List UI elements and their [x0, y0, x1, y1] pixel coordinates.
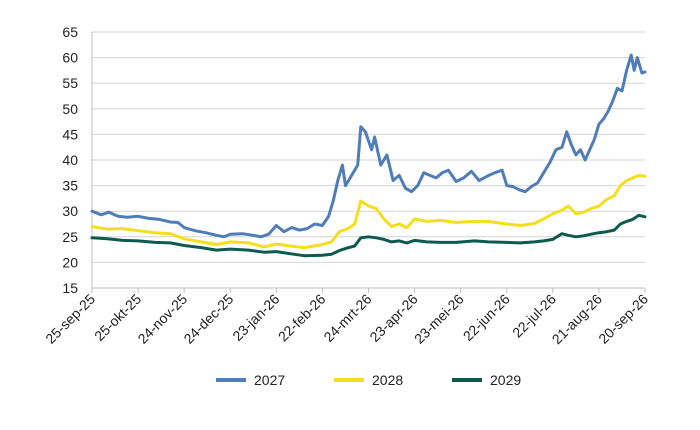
y-tick-label: 50	[62, 101, 78, 117]
x-tick-label: 20-sep-26	[595, 291, 651, 347]
series-line-2029	[90, 213, 647, 258]
legend-label: 2028	[372, 372, 403, 388]
x-tick-label: 23-jan-26	[229, 291, 282, 344]
y-tick-label: 20	[62, 254, 78, 270]
x-tick-label: 22-feb-26	[275, 291, 329, 345]
series-line-2027	[90, 53, 647, 239]
x-tick-label: 22-jun-26	[460, 291, 513, 344]
y-tick-label: 65	[62, 24, 78, 40]
y-axis-tick-labels: 15 20 25 30 35 40 45 50 55 60 65	[62, 24, 78, 296]
legend-item-2027: 2027	[216, 372, 285, 388]
series-line-2028	[90, 173, 647, 250]
legend-label: 2029	[490, 372, 521, 388]
legend: 2027 2028 2029	[216, 372, 521, 388]
y-tick-label: 40	[62, 152, 78, 168]
x-axis-tick-labels: 25-sep-2525-okt-2524-nov-2524-dec-2523-j…	[42, 291, 651, 348]
x-tick-label: 24-dec-25	[180, 291, 236, 347]
legend-item-2029: 2029	[452, 372, 521, 388]
legend-label: 2027	[254, 372, 285, 388]
y-tick-label: 30	[62, 203, 78, 219]
plot-area	[90, 31, 647, 293]
y-tick-label: 60	[62, 50, 78, 66]
x-tick-label: 23-mei-26	[411, 291, 467, 347]
x-tick-label: 24-mrt-26	[320, 291, 374, 345]
legend-item-2028: 2028	[334, 372, 403, 388]
y-tick-label: 25	[62, 229, 78, 245]
series-layer	[90, 53, 647, 258]
y-tick-label: 55	[62, 75, 78, 91]
y-tick-label: 35	[62, 178, 78, 194]
y-tick-label: 15	[62, 280, 78, 296]
axes	[91, 32, 646, 293]
gridlines	[92, 31, 645, 263]
y-tick-label: 45	[62, 126, 78, 142]
x-tick-label: 25-sep-25	[42, 291, 98, 347]
x-tick-label: 21-aug-26	[549, 291, 606, 348]
